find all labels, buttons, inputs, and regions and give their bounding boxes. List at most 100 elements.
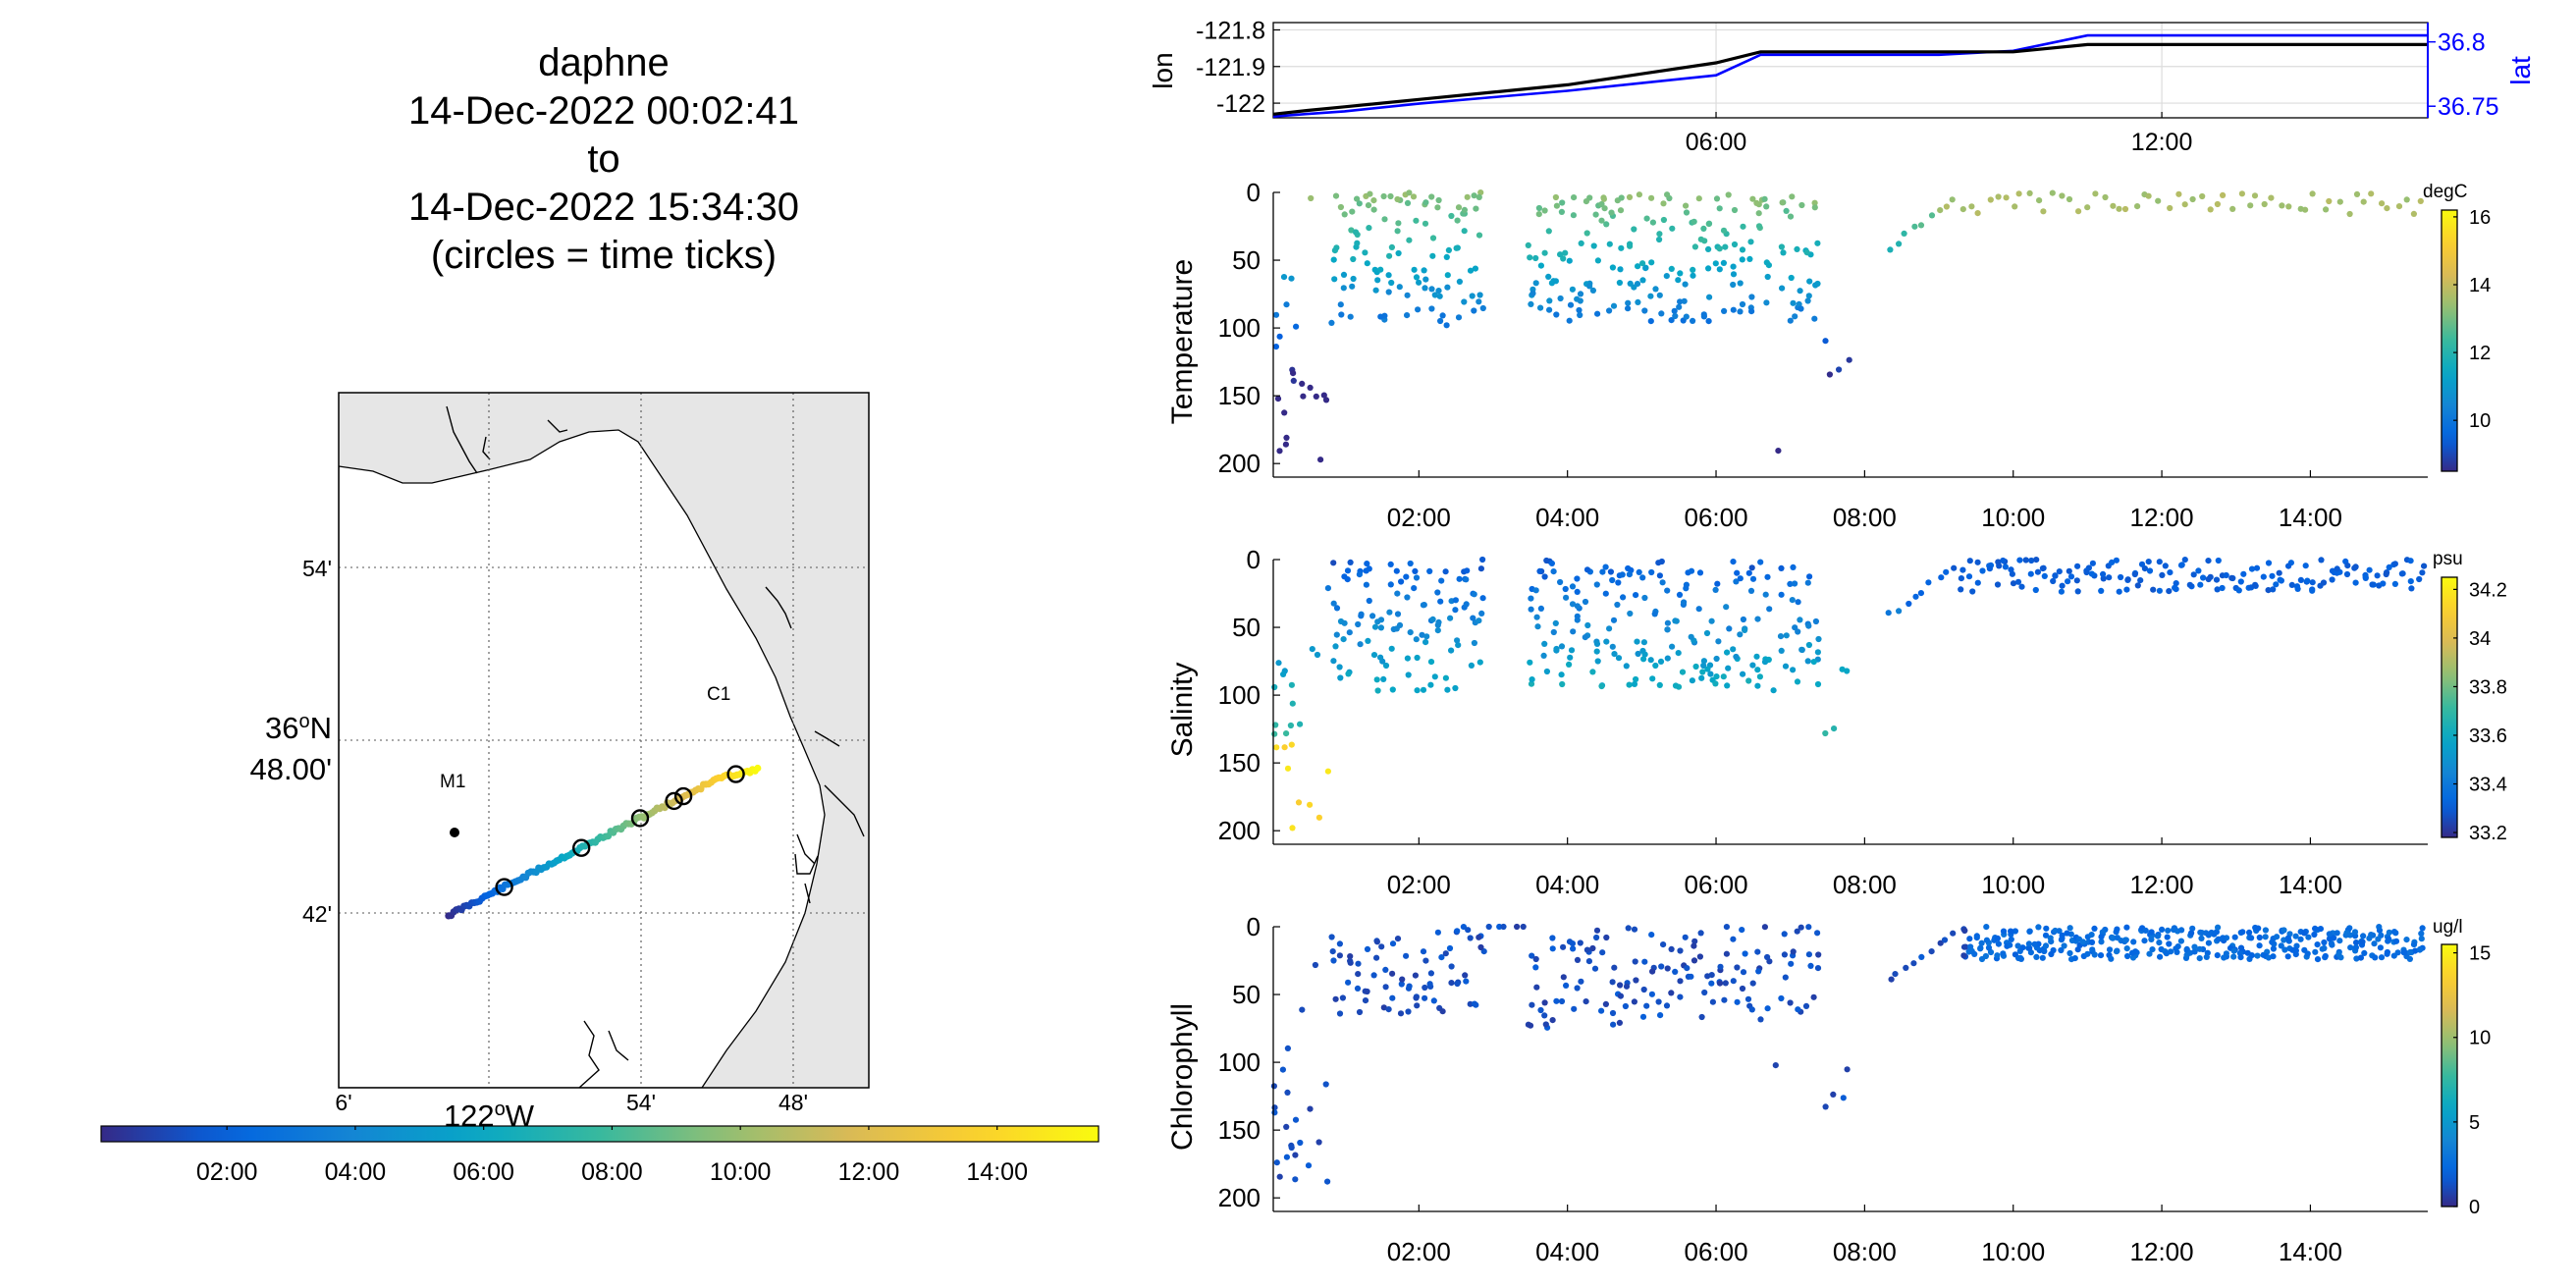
data-point — [1428, 305, 1435, 312]
data-point — [1783, 207, 1790, 214]
data-point — [2145, 192, 2152, 199]
data-point — [1951, 564, 1958, 571]
data-point — [1308, 194, 1315, 202]
data-point — [2265, 587, 2272, 594]
data-point — [1567, 654, 1574, 661]
data-point — [1272, 311, 1280, 318]
river-lines — [446, 405, 865, 1089]
data-point — [1725, 665, 1732, 671]
data-point — [1434, 589, 1441, 596]
data-point — [1530, 290, 1536, 296]
map-lat-labels: 54' 36oN 48.00' 42' — [250, 556, 333, 927]
data-point — [1619, 571, 1626, 578]
data-point — [1812, 617, 1819, 625]
data-point — [2304, 950, 2311, 957]
data-point — [2417, 945, 2424, 953]
x-tick-label: 08:00 — [1833, 870, 1897, 899]
y-tick-label: 100 — [1218, 680, 1261, 710]
data-point — [1739, 985, 1746, 993]
data-point — [1288, 681, 1295, 688]
data-point — [1283, 434, 1290, 441]
data-point — [1742, 626, 1748, 634]
data-point — [1570, 212, 1577, 219]
data-point — [1420, 948, 1427, 955]
data-point — [1292, 1152, 1299, 1158]
data-point — [1471, 307, 1477, 314]
data-point — [1349, 208, 1356, 215]
data-point — [1367, 190, 1373, 197]
data-point — [1569, 286, 1576, 293]
data-point — [2337, 954, 2344, 961]
colorbar-tick-label: 15 — [2469, 943, 2491, 965]
data-point — [2329, 941, 2335, 948]
data-point — [1439, 1008, 1446, 1015]
data-point — [2281, 927, 2287, 934]
data-point — [1362, 249, 1368, 256]
data-point — [1338, 311, 1345, 318]
data-point — [2240, 570, 2247, 577]
data-point — [2386, 929, 2392, 936]
data-point — [1290, 370, 1297, 377]
data-point — [2215, 557, 2222, 564]
data-point — [1283, 1123, 1290, 1130]
data-point — [1761, 659, 1769, 666]
data-point — [1594, 257, 1601, 264]
data-point — [1744, 995, 1752, 1002]
data-point — [1733, 653, 1740, 661]
data-point — [1330, 658, 1337, 665]
data-point — [1574, 613, 1581, 619]
data-point — [1663, 273, 1670, 280]
data-point — [1350, 255, 1357, 263]
data-point — [1918, 953, 1925, 961]
data-point — [1755, 968, 1762, 975]
data-point — [1599, 568, 1606, 575]
data-point — [2079, 939, 2086, 945]
lat-tick-label: 36.75 — [2438, 93, 2499, 121]
data-point — [2418, 936, 2425, 942]
data-point — [2156, 587, 2163, 594]
data-point — [1649, 968, 1656, 975]
data-point — [2372, 954, 2379, 961]
data-point — [1739, 927, 1745, 934]
data-point — [1333, 631, 1340, 638]
data-point — [1757, 559, 1764, 565]
data-point — [1422, 285, 1428, 292]
data-point — [1712, 260, 1719, 267]
data-point — [1578, 978, 1584, 985]
data-point — [1330, 957, 1337, 964]
data-point — [1782, 663, 1790, 670]
data-point — [1737, 631, 1744, 638]
data-point — [2129, 949, 2136, 956]
data-point — [1478, 610, 1485, 617]
data-point — [1715, 638, 1722, 645]
data-point — [1584, 621, 1591, 629]
data-point — [2248, 935, 2255, 941]
data-point — [2278, 942, 2284, 949]
data-point — [2172, 584, 2178, 591]
data-point — [1700, 658, 1707, 665]
data-point — [2351, 564, 2358, 571]
data-point — [1754, 948, 1761, 955]
data-point — [1636, 191, 1642, 198]
data-point — [1577, 291, 1584, 297]
time-colorbar-label: 12:00 — [838, 1158, 900, 1186]
data-point — [1696, 953, 1703, 960]
data-point — [1527, 254, 1533, 261]
data-point — [1336, 1010, 1344, 1017]
data-point — [1419, 631, 1425, 638]
data-point — [1464, 567, 1471, 574]
data-point — [1775, 448, 1782, 455]
data-point — [2247, 202, 2254, 209]
data-point — [1740, 969, 1747, 976]
data-point — [2230, 947, 2237, 954]
data-point — [2391, 580, 2398, 588]
data-point — [1792, 624, 1798, 631]
start-time: 14-Dec-2022 00:02:41 — [407, 89, 800, 133]
data-point — [2196, 945, 2203, 952]
data-point — [1903, 964, 1909, 972]
data-point — [1389, 940, 1397, 947]
data-point — [1541, 1012, 1548, 1019]
data-point — [1664, 191, 1671, 198]
data-point — [1373, 954, 1380, 961]
data-point — [2084, 204, 2091, 211]
